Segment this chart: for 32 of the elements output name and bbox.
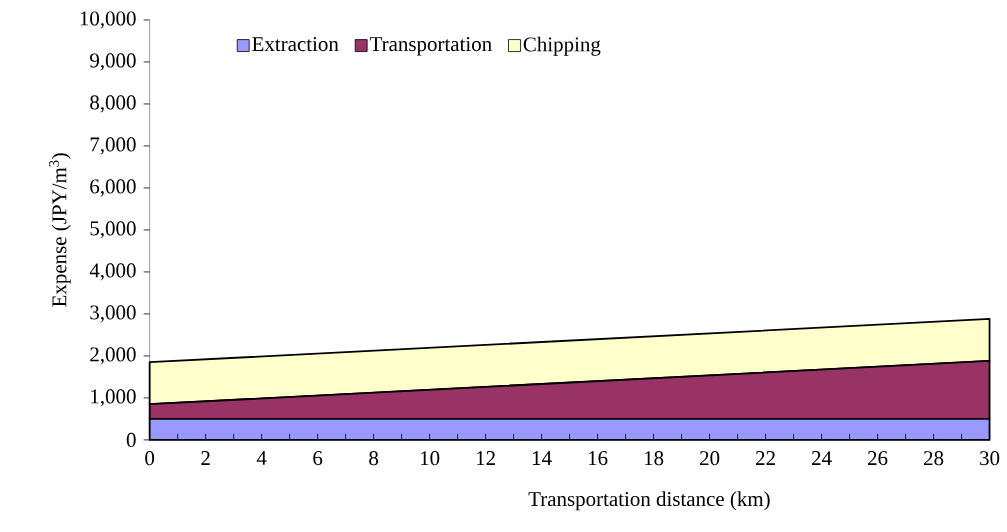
x-tick-label: 22 xyxy=(756,451,775,466)
y-tick-label: 9,000 xyxy=(90,53,136,71)
legend-label: Transportation xyxy=(369,37,492,56)
y-tick-label: 3,000 xyxy=(90,305,136,323)
x-tick-label: 12 xyxy=(476,451,495,466)
legend-label: Chipping xyxy=(523,36,601,56)
y-axis-title: Expense (JPY/m$^{3}$) xyxy=(49,153,71,307)
x-tick-label: 6 xyxy=(313,451,323,466)
x-tick-label: 4 xyxy=(256,451,267,466)
x-tick-label: 14 xyxy=(532,451,552,466)
y-tick-label: 0 xyxy=(126,433,136,448)
x-tick-label: 20 xyxy=(700,451,720,466)
x-tick-label: 26 xyxy=(868,451,888,466)
x-tick-label: 8 xyxy=(369,451,379,466)
legend-label: Extraction xyxy=(252,37,339,52)
x-tick-label: 30 xyxy=(980,451,1000,466)
y-tick-label: 8,000 xyxy=(90,95,136,113)
x-tick-label: 24 xyxy=(812,451,832,466)
y-tick-label: 4,000 xyxy=(89,263,136,281)
x-tick-label: 0 xyxy=(145,451,155,466)
y-tick-label: 7,000 xyxy=(90,137,136,155)
x-tick-label: 10 xyxy=(420,451,440,466)
x-tick-label: 2 xyxy=(201,451,210,466)
x-tick-label: 16 xyxy=(588,451,608,466)
y-tick-label: 6,000 xyxy=(90,179,136,197)
y-tick-label: 10,000 xyxy=(80,11,136,29)
y-tick-label: 1,000 xyxy=(91,389,136,407)
x-axis-title: Transportation distance (km) xyxy=(528,491,770,511)
y-tick-label: 2,000 xyxy=(90,347,136,365)
x-tick-label: 28 xyxy=(924,451,944,466)
y-tick-label: 5,000 xyxy=(90,221,136,239)
x-tick-label: 18 xyxy=(644,451,664,466)
